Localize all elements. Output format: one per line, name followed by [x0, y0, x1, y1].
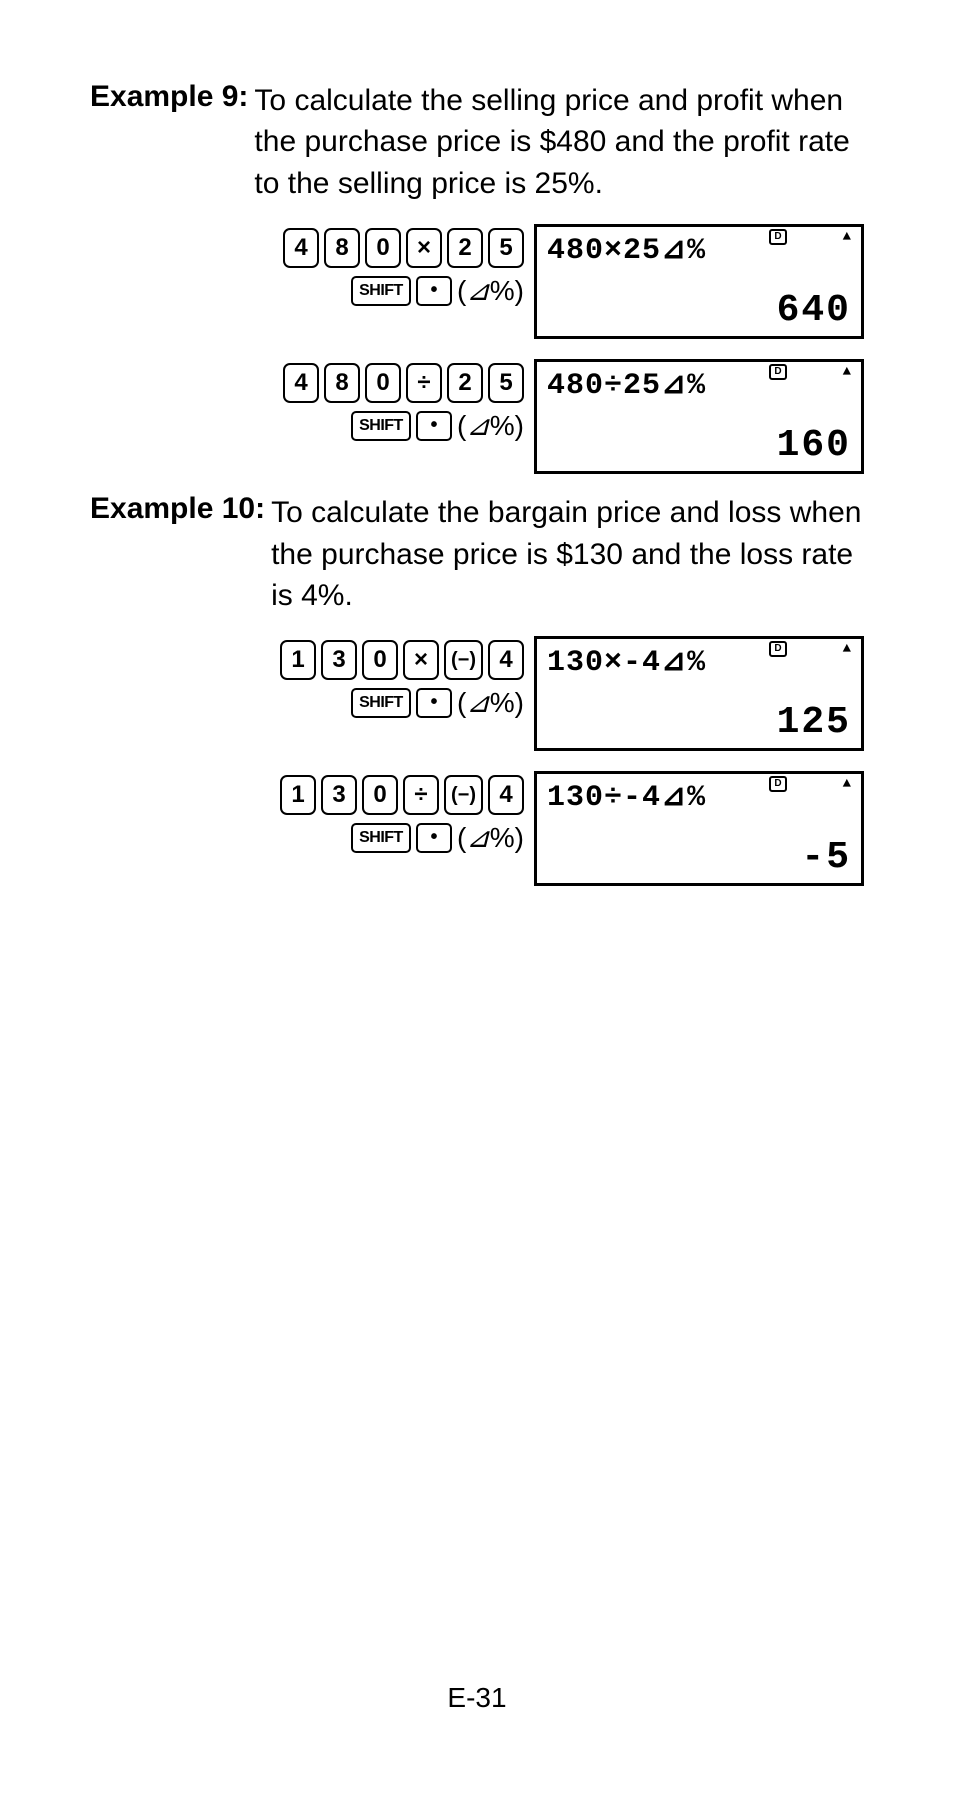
key-3: 3 — [321, 640, 357, 680]
example-9-label: Example 9: — [90, 80, 248, 114]
display-expression: 480÷25⊿% — [547, 366, 706, 403]
example-10-desc: To calculate the bargain price and loss … — [271, 492, 864, 616]
display-indicators: D ▲ — [769, 364, 851, 380]
d-indicator-icon: D — [769, 776, 786, 792]
keys-line-2: SHIFT • (⊿%) — [351, 274, 524, 307]
key-2: 2 — [447, 228, 483, 268]
display-expression: 130÷-4⊿% — [547, 778, 706, 815]
key-8: 8 — [324, 228, 360, 268]
key-divide: ÷ — [403, 775, 439, 815]
keys-line-1: 1 3 0 ÷ (−) 4 — [280, 775, 524, 815]
example-10-label: Example 10: — [90, 492, 265, 526]
key-4: 4 — [283, 228, 319, 268]
display-result: 160 — [777, 424, 851, 467]
keys-column: 1 3 0 × (−) 4 SHIFT • (⊿%) — [280, 636, 524, 725]
display-indicators: D ▲ — [769, 229, 851, 245]
display-indicators: D ▲ — [769, 776, 851, 792]
keys-column: 4 8 0 × 2 5 SHIFT • (⊿%) — [283, 224, 524, 313]
d-indicator-icon: D — [769, 364, 786, 380]
key-1: 1 — [280, 775, 316, 815]
delta-percent-annot: (⊿%) — [457, 274, 524, 307]
up-arrow-icon: ▲ — [843, 776, 851, 792]
keys-line-1: 1 3 0 × (−) 4 — [280, 640, 524, 680]
key-shift: SHIFT — [351, 411, 411, 441]
key-multiply: × — [403, 640, 439, 680]
keys-line-1: 4 8 0 ÷ 2 5 — [283, 363, 524, 403]
key-5: 5 — [488, 363, 524, 403]
page-number: E-31 — [0, 1682, 954, 1714]
delta-percent-annot: (⊿%) — [457, 686, 524, 719]
display-indicators: D ▲ — [769, 641, 851, 657]
key-3: 3 — [321, 775, 357, 815]
key-shift: SHIFT — [351, 276, 411, 306]
example-9-desc: To calculate the selling price and profi… — [254, 80, 864, 204]
key-dot: • — [416, 276, 452, 306]
ex10-row-1: 1 3 0 × (−) 4 SHIFT • (⊿%) D ▲ 130×-4⊿% … — [90, 636, 864, 751]
page: Example 9: To calculate the selling pric… — [0, 0, 954, 1804]
calculator-display: D ▲ 480÷25⊿% 160 — [534, 359, 864, 474]
calculator-display: D ▲ 130÷-4⊿% -5 — [534, 771, 864, 886]
keys-line-2: SHIFT • (⊿%) — [351, 409, 524, 442]
key-1: 1 — [280, 640, 316, 680]
key-5: 5 — [488, 228, 524, 268]
display-result: -5 — [801, 836, 851, 879]
keys-line-2: SHIFT • (⊿%) — [351, 686, 524, 719]
calculator-display: D ▲ 130×-4⊿% 125 — [534, 636, 864, 751]
d-indicator-icon: D — [769, 229, 786, 245]
key-0: 0 — [365, 363, 401, 403]
key-4: 4 — [488, 640, 524, 680]
display-expression: 130×-4⊿% — [547, 643, 706, 680]
key-2: 2 — [447, 363, 483, 403]
delta-percent-annot: (⊿%) — [457, 409, 524, 442]
example-10: Example 10: To calculate the bargain pri… — [90, 492, 864, 616]
key-0: 0 — [362, 640, 398, 680]
up-arrow-icon: ▲ — [843, 641, 851, 657]
display-expression: 480×25⊿% — [547, 231, 706, 268]
keys-line-2: SHIFT • (⊿%) — [351, 821, 524, 854]
delta-percent-annot: (⊿%) — [457, 821, 524, 854]
keys-column: 4 8 0 ÷ 2 5 SHIFT • (⊿%) — [283, 359, 524, 448]
keys-column: 1 3 0 ÷ (−) 4 SHIFT • (⊿%) — [280, 771, 524, 860]
key-4: 4 — [488, 775, 524, 815]
key-shift: SHIFT — [351, 823, 411, 853]
keys-line-1: 4 8 0 × 2 5 — [283, 228, 524, 268]
key-dot: • — [416, 823, 452, 853]
key-negate: (−) — [444, 640, 483, 680]
ex10-row-2: 1 3 0 ÷ (−) 4 SHIFT • (⊿%) D ▲ 130÷-4⊿% … — [90, 771, 864, 886]
calculator-display: D ▲ 480×25⊿% 640 — [534, 224, 864, 339]
ex9-row-2: 4 8 0 ÷ 2 5 SHIFT • (⊿%) D ▲ 480÷25⊿% 16… — [90, 359, 864, 474]
key-divide: ÷ — [406, 363, 442, 403]
key-0: 0 — [362, 775, 398, 815]
d-indicator-icon: D — [769, 641, 786, 657]
display-result: 640 — [777, 289, 851, 332]
key-negate: (−) — [444, 775, 483, 815]
key-dot: • — [416, 688, 452, 718]
key-0: 0 — [365, 228, 401, 268]
key-4: 4 — [283, 363, 319, 403]
example-9: Example 9: To calculate the selling pric… — [90, 80, 864, 204]
ex9-row-1: 4 8 0 × 2 5 SHIFT • (⊿%) D ▲ 480×25⊿% 64… — [90, 224, 864, 339]
key-shift: SHIFT — [351, 688, 411, 718]
key-dot: • — [416, 411, 452, 441]
display-result: 125 — [777, 701, 851, 744]
key-multiply: × — [406, 228, 442, 268]
up-arrow-icon: ▲ — [843, 364, 851, 380]
key-8: 8 — [324, 363, 360, 403]
up-arrow-icon: ▲ — [843, 229, 851, 245]
